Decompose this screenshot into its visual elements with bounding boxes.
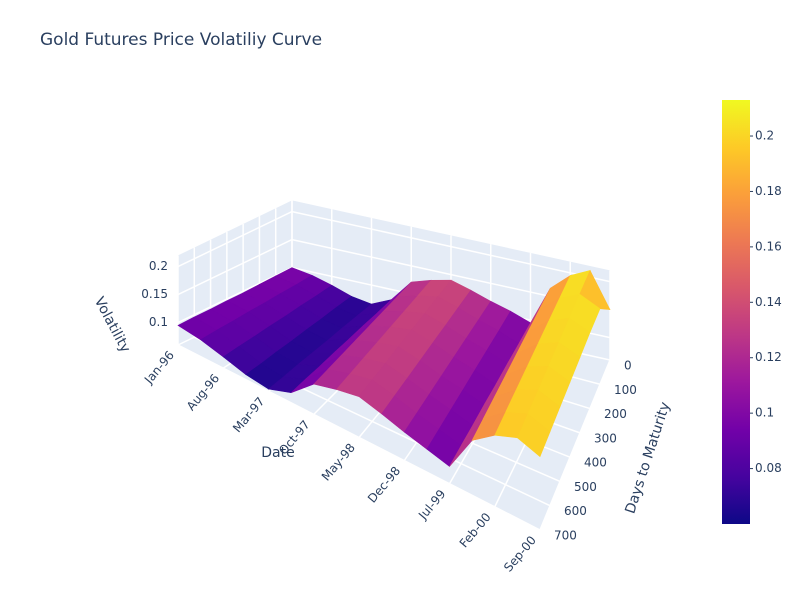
y-tick-label: 100 [614, 383, 637, 397]
x-tick-label: Jan-96 [141, 348, 177, 387]
z-tick-label: 0.2 [149, 259, 168, 273]
colorbar-tick-label: 0.1 [755, 406, 774, 420]
x-tick-label: Feb-00 [457, 510, 494, 550]
colorbar-tick-label: 0.16 [755, 239, 782, 253]
grid-line [177, 344, 541, 531]
y-tick-label: 300 [594, 431, 617, 445]
grid-line [539, 359, 611, 531]
colorbar-tick-label: 0.12 [755, 350, 782, 364]
x-tick-label: May-98 [319, 441, 358, 484]
x-tick-label: Aug-96 [184, 371, 222, 413]
y-axis-title: Days to Maturity [622, 400, 673, 516]
y-tick-label: 0 [624, 359, 632, 373]
x-tick-label: Jul-99 [415, 487, 448, 523]
x-axis-title: Date [261, 445, 294, 461]
colorbar [722, 100, 750, 524]
surface-cell [517, 413, 551, 458]
z-tick-label: 0.1 [149, 315, 168, 329]
grid-line [177, 210, 293, 268]
x-tick-label: Dec-98 [365, 464, 403, 506]
colorbar-tick-label: 0.18 [755, 184, 782, 198]
chart-title: Gold Futures Price Volatiliy Curve [40, 30, 322, 50]
y-tick-label: 700 [554, 529, 577, 543]
grid-line [177, 238, 293, 296]
x-tick-label: Sep-00 [501, 533, 539, 574]
y-tick-label: 600 [564, 504, 587, 518]
colorbar-tick-label: 0.08 [755, 461, 782, 475]
colorbar-tick-label: 0.2 [755, 129, 774, 143]
z-axis-title: Volatility [91, 295, 134, 356]
colorbar-tick-label: 0.14 [755, 295, 782, 309]
y-tick-label: 400 [584, 456, 607, 470]
x-tick-label: Mar-97 [230, 394, 267, 435]
z-tick-label: 0.15 [141, 287, 168, 301]
y-tick-label: 200 [604, 407, 627, 421]
y-tick-label: 500 [574, 480, 597, 494]
grid-line [177, 266, 293, 324]
